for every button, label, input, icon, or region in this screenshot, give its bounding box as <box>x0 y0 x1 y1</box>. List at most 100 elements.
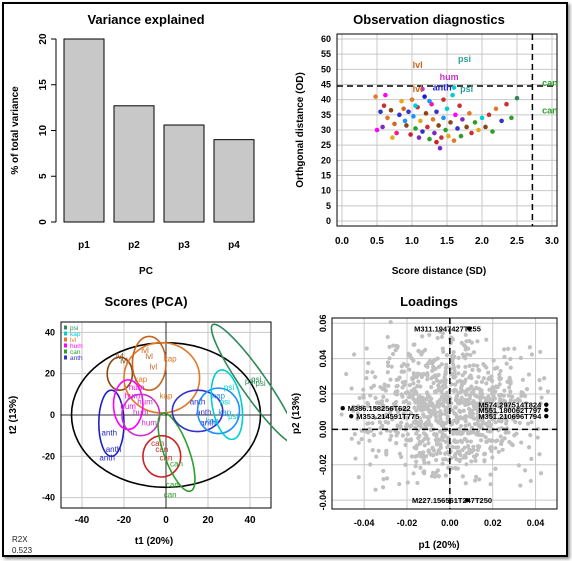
loading-point <box>538 471 544 476</box>
pca-scores-scatter: Scores (PCA) t1 (20%) t2 (13%) -40 -20 0 20 40 -… <box>8 294 287 547</box>
loading-point <box>477 368 482 373</box>
loading-point <box>384 448 389 453</box>
diagnostics-y-tick-label: 50 <box>321 64 331 74</box>
loading-point <box>421 412 426 417</box>
group-point-label: anth <box>99 453 115 462</box>
diagnostics-x-tick-label: 1.0 <box>405 236 419 247</box>
loading-point <box>374 454 379 459</box>
loading-point <box>426 441 431 446</box>
loading-point <box>458 431 463 436</box>
loading-point <box>398 420 404 425</box>
diagnostics-point <box>448 120 453 125</box>
diagnostics-point <box>504 101 509 107</box>
bar-category-label: p1 <box>78 240 90 251</box>
loading-point <box>453 451 458 457</box>
loading-point <box>412 405 417 410</box>
diagnostics-point <box>402 118 408 124</box>
loading-point <box>450 445 455 450</box>
loading-point <box>451 362 456 367</box>
loading-point <box>483 435 488 440</box>
loading-point <box>339 412 344 417</box>
loading-point <box>486 400 491 405</box>
diagnostics-y-tick-label: 30 <box>321 125 331 135</box>
loading-point <box>390 351 396 357</box>
loading-point <box>355 416 360 421</box>
loading-point <box>478 432 483 437</box>
loadings-y-tick-label: 0.02 <box>318 385 328 403</box>
loading-point <box>493 420 498 425</box>
loading-point <box>418 397 424 402</box>
diagnostics-point <box>460 117 465 122</box>
loading-point <box>457 427 462 433</box>
loading-point <box>491 358 496 363</box>
loading-point <box>390 417 395 422</box>
loading-point <box>526 421 531 426</box>
loading-point <box>427 332 432 337</box>
loading-point <box>510 443 515 448</box>
loading-point <box>490 385 495 390</box>
diagnostics-point <box>420 86 425 92</box>
loading-point <box>537 378 542 383</box>
loading-point <box>469 384 474 389</box>
loading-point <box>441 424 446 429</box>
scores-title: Scores (PCA) <box>104 294 187 309</box>
loading-point <box>352 432 357 437</box>
loading-point <box>443 473 448 478</box>
loading-point <box>437 413 443 418</box>
diagnostics-point <box>464 124 469 130</box>
loading-point <box>489 374 494 379</box>
loading-point <box>463 332 468 337</box>
loading-point <box>507 405 513 410</box>
group-ellipse-can2 <box>157 412 196 493</box>
loading-point <box>385 363 391 369</box>
loading-point <box>431 380 436 386</box>
loading-annotation: M353.214591T775 <box>356 412 419 421</box>
loading-point <box>523 393 528 399</box>
loading-point <box>485 413 490 418</box>
legend-swatch <box>64 331 67 336</box>
loading-point <box>388 408 393 413</box>
loading-point <box>440 346 445 351</box>
loading-point <box>411 381 416 386</box>
loading-point <box>498 368 503 374</box>
diagnostics-point <box>453 112 458 118</box>
loading-point <box>471 444 476 449</box>
loading-point <box>380 414 385 419</box>
bar-p3 <box>163 124 205 223</box>
loading-point <box>428 414 433 419</box>
loading-point <box>417 433 422 438</box>
loading-point <box>529 352 535 357</box>
loading-point <box>442 396 447 401</box>
diagnostics-y-tick-label: 15 <box>321 171 331 181</box>
loading-point <box>439 429 444 434</box>
loading-point <box>381 403 386 408</box>
loading-point <box>395 409 401 415</box>
loading-point <box>413 464 418 469</box>
loading-point <box>442 375 447 380</box>
diagnostics-point <box>509 115 514 121</box>
loading-point <box>421 469 426 475</box>
diagnostics-point <box>434 109 439 115</box>
loadings-x-tick-label: -0.02 <box>397 518 418 528</box>
loading-point <box>538 401 543 406</box>
loading-point <box>542 376 547 381</box>
loading-point <box>484 439 489 444</box>
loading-point <box>443 369 448 374</box>
group-point-label: anth <box>102 429 118 438</box>
diagnostics-point <box>394 130 399 136</box>
group-ellipse-psi <box>210 369 244 441</box>
loading-point <box>440 420 445 425</box>
group-point-label: anth <box>106 445 122 454</box>
loading-point <box>513 419 518 425</box>
diagnostics-point <box>422 94 427 99</box>
highlighted-loading-point <box>544 413 549 419</box>
loading-point <box>426 448 431 453</box>
loading-point <box>454 415 459 420</box>
scores-x-tick-label: 20 <box>202 515 214 526</box>
loading-point <box>467 363 472 368</box>
loading-point <box>439 362 444 367</box>
loading-point <box>407 383 412 388</box>
loading-point <box>441 349 446 354</box>
loading-point <box>490 416 496 422</box>
bar-p1 <box>63 38 105 223</box>
